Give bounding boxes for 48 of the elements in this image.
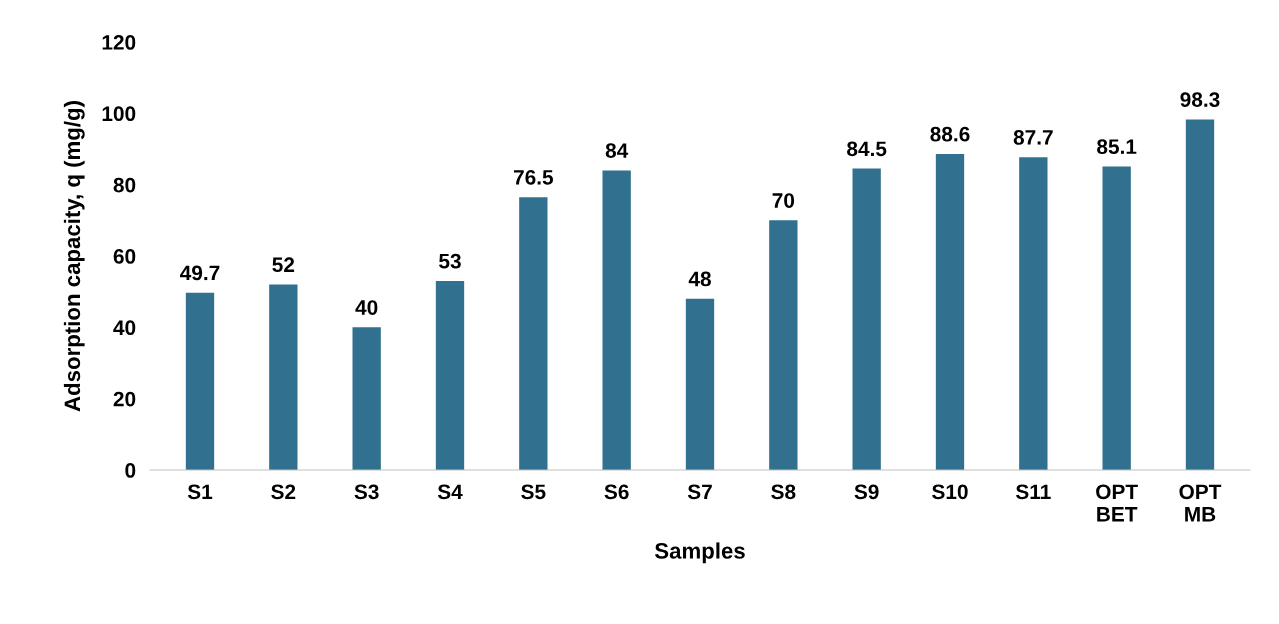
x-tick-label: S6 <box>604 484 629 500</box>
bar <box>185 292 215 470</box>
data-label: 76.5 <box>513 169 554 185</box>
bar <box>435 280 465 470</box>
data-label: 40 <box>355 300 378 315</box>
x-tick-label: S5 <box>521 484 546 500</box>
x-tick-label: S2 <box>271 484 296 500</box>
x-axis-title: Samples <box>654 542 745 564</box>
y-tick-label: 0 <box>125 463 136 478</box>
data-label: 52 <box>272 257 295 273</box>
bar <box>769 220 798 470</box>
bar <box>269 284 298 470</box>
data-label: 85.1 <box>1097 139 1137 155</box>
x-tick-label: S3 <box>354 484 379 500</box>
data-label: 48 <box>688 271 711 287</box>
data-label: 88.6 <box>930 126 970 142</box>
data-label: 87.7 <box>1013 130 1053 145</box>
data-label: 98.3 <box>1180 92 1220 107</box>
data-label: 70 <box>772 193 795 208</box>
x-tick-label: OPT BET <box>1096 484 1138 522</box>
bar <box>602 170 631 470</box>
data-label: 53 <box>439 253 461 269</box>
bar <box>1102 166 1131 470</box>
y-axis-title: Adsorption capacity, q (mg/g) <box>63 101 85 412</box>
x-tick-label: S10 <box>932 484 968 500</box>
bar <box>1185 119 1215 470</box>
x-tick-label: S7 <box>687 484 712 500</box>
data-label: 84 <box>605 143 629 158</box>
x-tick-label: S1 <box>187 484 213 500</box>
bar <box>935 153 965 470</box>
x-tick-label: OPT MB <box>1179 484 1222 522</box>
y-tick-label: 20 <box>113 391 136 407</box>
y-tick-label: 100 <box>102 106 136 122</box>
x-tick-label: S4 <box>437 484 463 500</box>
x-tick-label: S9 <box>854 484 879 500</box>
y-tick-label: 120 <box>102 35 136 50</box>
x-tick-label: S11 <box>1015 484 1051 500</box>
data-label: 84.5 <box>847 141 887 157</box>
bar <box>519 197 548 470</box>
y-tick-label: 80 <box>113 177 136 193</box>
y-tick-label: 60 <box>113 249 136 264</box>
bar <box>352 327 381 470</box>
bar <box>1019 157 1048 470</box>
x-tick-label: S8 <box>771 484 796 500</box>
y-tick-label: 40 <box>113 320 136 336</box>
bar <box>852 168 881 470</box>
data-label: 49.7 <box>180 265 220 281</box>
bar <box>685 298 715 470</box>
